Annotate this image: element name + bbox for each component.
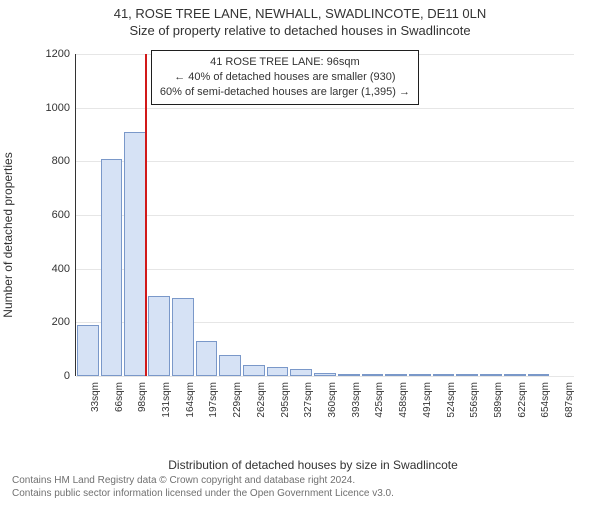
x-tick-label: 131sqm: [161, 382, 172, 418]
histogram-bar: [528, 374, 550, 376]
histogram-bar: [196, 341, 218, 376]
callout-line-2: ← 40% of detached houses are smaller (93…: [160, 70, 410, 85]
y-tick-label: 0: [64, 370, 76, 382]
x-tick-label: 66sqm: [114, 382, 125, 412]
histogram-bar: [124, 132, 146, 376]
footer-line-2: Contains public sector information licen…: [12, 487, 394, 500]
x-tick-label: 622sqm: [517, 382, 528, 418]
histogram-bar: [148, 296, 170, 377]
histogram-bar: [385, 374, 407, 376]
callout-line-3: 60% of semi-detached houses are larger (…: [160, 85, 410, 100]
property-marker-line: [145, 54, 147, 376]
x-tick-label: 295sqm: [280, 382, 291, 418]
histogram-bar: [456, 374, 478, 376]
gridline: [76, 269, 574, 270]
histogram-bar: [433, 374, 455, 376]
y-tick-label: 600: [52, 209, 76, 221]
x-tick-label: 491sqm: [422, 382, 433, 418]
histogram-bar: [409, 374, 431, 376]
histogram-bar: [314, 373, 336, 376]
footer-line-1: Contains HM Land Registry data © Crown c…: [12, 474, 394, 487]
x-tick-label: 262sqm: [256, 382, 267, 418]
x-tick-label: 98sqm: [137, 382, 148, 412]
histogram-bar: [172, 298, 194, 376]
y-tick-label: 1000: [46, 102, 76, 114]
x-tick-label: 458sqm: [398, 382, 409, 418]
x-tick-label: 197sqm: [208, 382, 219, 418]
gridline: [76, 376, 574, 377]
histogram-bar: [504, 374, 526, 376]
histogram-bar: [290, 369, 312, 376]
gridline: [76, 108, 574, 109]
y-tick-label: 200: [52, 316, 76, 328]
x-tick-label: 393sqm: [351, 382, 362, 418]
chart-container: Number of detached properties 0200400600…: [48, 50, 578, 420]
chart-subtitle: Size of property relative to detached ho…: [0, 23, 600, 38]
callout-box: 41 ROSE TREE LANE: 96sqm ← 40% of detach…: [151, 50, 419, 105]
x-tick-label: 589sqm: [493, 382, 504, 418]
histogram-bar: [338, 374, 360, 376]
y-tick-label: 400: [52, 263, 76, 275]
gridline: [76, 161, 574, 162]
x-axis-label: Distribution of detached houses by size …: [48, 458, 578, 472]
x-tick-label: 229sqm: [232, 382, 243, 418]
x-tick-label: 164sqm: [185, 382, 196, 418]
histogram-bar: [219, 355, 241, 376]
gridline: [76, 215, 574, 216]
histogram-bar: [243, 365, 265, 376]
plot-area: 02004006008001000120033sqm66sqm98sqm131s…: [76, 54, 574, 376]
footer-attribution: Contains HM Land Registry data © Crown c…: [12, 474, 394, 500]
histogram-bar: [480, 374, 502, 376]
y-tick-label: 800: [52, 155, 76, 167]
x-tick-label: 327sqm: [303, 382, 314, 418]
x-tick-label: 524sqm: [446, 382, 457, 418]
histogram-bar: [101, 159, 123, 376]
x-tick-label: 556sqm: [469, 382, 480, 418]
x-tick-label: 360sqm: [327, 382, 338, 418]
x-tick-label: 654sqm: [540, 382, 551, 418]
y-tick-label: 1200: [46, 48, 76, 60]
x-tick-label: 687sqm: [564, 382, 575, 418]
chart-address-title: 41, ROSE TREE LANE, NEWHALL, SWADLINCOTE…: [0, 6, 600, 21]
x-tick-label: 33sqm: [90, 382, 101, 412]
callout-line-1: 41 ROSE TREE LANE: 96sqm: [160, 55, 410, 70]
histogram-bar: [267, 367, 289, 376]
x-tick-label: 425sqm: [374, 382, 385, 418]
y-axis-label: Number of detached properties: [1, 152, 15, 317]
histogram-bar: [362, 374, 384, 376]
histogram-bar: [77, 325, 99, 376]
